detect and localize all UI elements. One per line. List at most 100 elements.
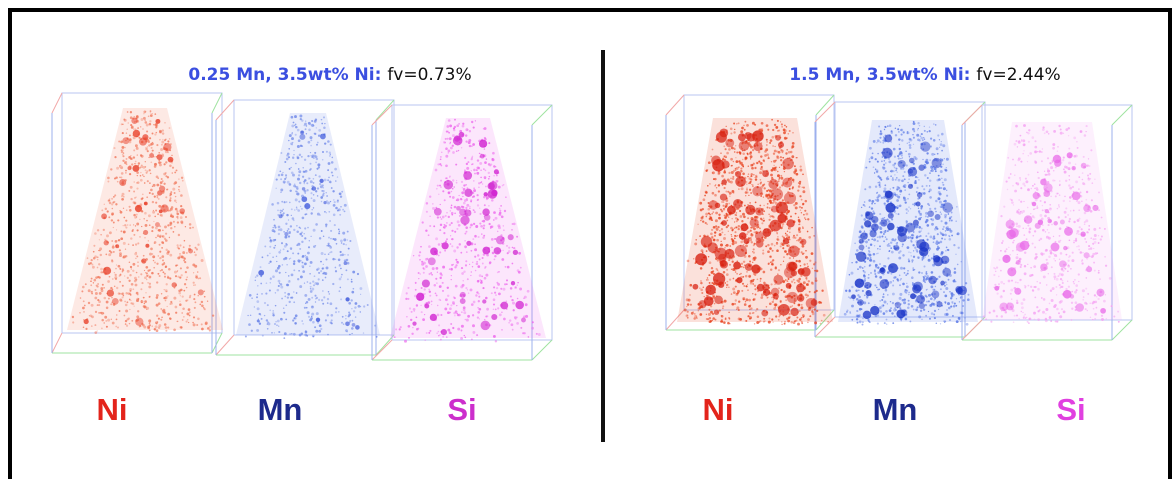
atom	[875, 158, 877, 160]
atom	[205, 322, 208, 325]
atom	[125, 170, 127, 172]
atom	[262, 256, 264, 258]
atom	[264, 245, 266, 247]
atom	[890, 273, 892, 275]
atom	[920, 217, 921, 218]
atom	[272, 310, 274, 312]
cluster	[494, 247, 501, 254]
atom	[473, 189, 476, 192]
atom	[883, 312, 886, 315]
atom	[936, 322, 938, 324]
atom	[881, 160, 883, 162]
atom	[290, 225, 292, 227]
atom	[738, 309, 740, 311]
atom	[464, 335, 465, 336]
atom	[297, 278, 299, 280]
atom	[463, 188, 466, 191]
cluster	[144, 202, 148, 206]
atom	[705, 213, 708, 216]
atom	[1059, 273, 1062, 276]
atom	[933, 241, 935, 243]
atom	[113, 227, 114, 228]
cluster	[430, 248, 438, 256]
atom	[927, 203, 929, 205]
atom	[455, 310, 458, 313]
atom	[939, 139, 940, 140]
atom	[180, 326, 182, 328]
atom	[168, 268, 171, 271]
atom	[754, 216, 756, 218]
atom	[762, 249, 764, 251]
atom	[167, 140, 169, 142]
atom	[503, 318, 506, 321]
atom	[720, 152, 722, 154]
cluster	[320, 134, 326, 140]
atom	[869, 206, 871, 208]
cluster	[908, 184, 913, 189]
atom	[83, 300, 85, 302]
atom	[304, 183, 305, 184]
atom	[111, 319, 112, 320]
atom	[777, 174, 780, 177]
atom	[313, 207, 314, 208]
atom	[755, 310, 756, 311]
atom	[849, 312, 851, 314]
atom	[169, 277, 171, 279]
atom	[143, 255, 145, 257]
atom	[750, 307, 752, 309]
atom	[143, 218, 145, 220]
atom	[159, 131, 161, 133]
atom	[705, 222, 707, 224]
atom	[887, 271, 890, 274]
atom	[455, 285, 458, 288]
atom	[284, 245, 287, 248]
atom	[89, 315, 90, 316]
atom	[787, 280, 789, 282]
atom	[905, 318, 908, 321]
atom	[922, 159, 923, 160]
atom	[463, 280, 464, 281]
atom	[998, 276, 1000, 278]
atom	[801, 317, 803, 319]
atom	[357, 273, 359, 275]
cluster	[771, 188, 783, 200]
atom	[913, 131, 915, 133]
atom	[786, 126, 788, 128]
atom	[740, 241, 743, 244]
atom	[499, 208, 501, 210]
atom	[508, 250, 511, 253]
atom	[186, 276, 188, 278]
atom	[119, 252, 122, 255]
atom	[790, 216, 792, 218]
atom	[310, 136, 313, 139]
atom	[902, 175, 904, 177]
atom	[926, 152, 928, 154]
atom	[929, 172, 931, 174]
atom	[332, 283, 334, 285]
atom	[349, 240, 351, 242]
atom	[175, 312, 177, 314]
atom	[505, 266, 507, 268]
atom	[491, 199, 494, 202]
atom	[734, 129, 735, 130]
cluster	[299, 134, 305, 140]
atom	[894, 156, 896, 158]
atom	[437, 216, 439, 218]
atom	[174, 271, 177, 274]
atom	[295, 134, 297, 136]
atom	[447, 131, 449, 133]
atom	[351, 308, 352, 309]
atom	[766, 153, 769, 156]
atom	[917, 256, 920, 259]
atom	[490, 228, 491, 229]
atom	[400, 326, 402, 328]
atom	[294, 183, 296, 185]
atom	[780, 121, 781, 122]
atom	[1093, 228, 1096, 231]
atom	[114, 272, 115, 273]
atom	[912, 203, 914, 205]
atom	[724, 247, 726, 249]
atom	[291, 144, 292, 145]
atom	[316, 297, 318, 299]
atom	[327, 169, 329, 171]
